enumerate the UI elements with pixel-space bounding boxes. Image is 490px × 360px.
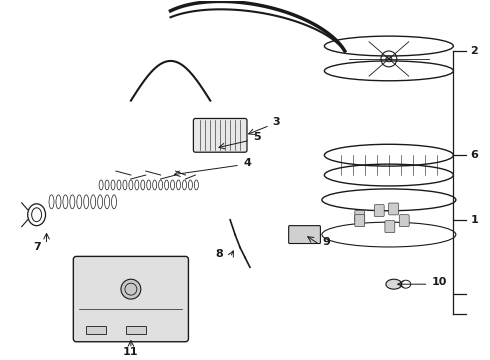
- Circle shape: [386, 56, 392, 62]
- FancyBboxPatch shape: [74, 256, 189, 342]
- Text: 10: 10: [432, 277, 447, 287]
- Ellipse shape: [386, 279, 402, 289]
- Text: 11: 11: [123, 347, 139, 357]
- FancyBboxPatch shape: [194, 118, 247, 152]
- Bar: [126, 326, 146, 334]
- FancyBboxPatch shape: [389, 203, 398, 215]
- FancyBboxPatch shape: [355, 215, 365, 227]
- FancyBboxPatch shape: [374, 204, 384, 216]
- Text: 7: 7: [34, 243, 41, 252]
- Text: 1: 1: [470, 215, 478, 225]
- FancyBboxPatch shape: [289, 226, 320, 243]
- Circle shape: [121, 279, 141, 299]
- Text: 6: 6: [470, 150, 478, 160]
- FancyBboxPatch shape: [399, 215, 409, 227]
- Text: 4: 4: [243, 158, 251, 168]
- Text: 2: 2: [470, 46, 478, 56]
- FancyBboxPatch shape: [385, 221, 395, 233]
- Text: 5: 5: [253, 132, 261, 142]
- Text: 3: 3: [273, 117, 280, 127]
- FancyBboxPatch shape: [355, 210, 365, 222]
- Bar: [86, 326, 106, 334]
- Text: 9: 9: [322, 237, 330, 247]
- Text: 8: 8: [215, 249, 223, 260]
